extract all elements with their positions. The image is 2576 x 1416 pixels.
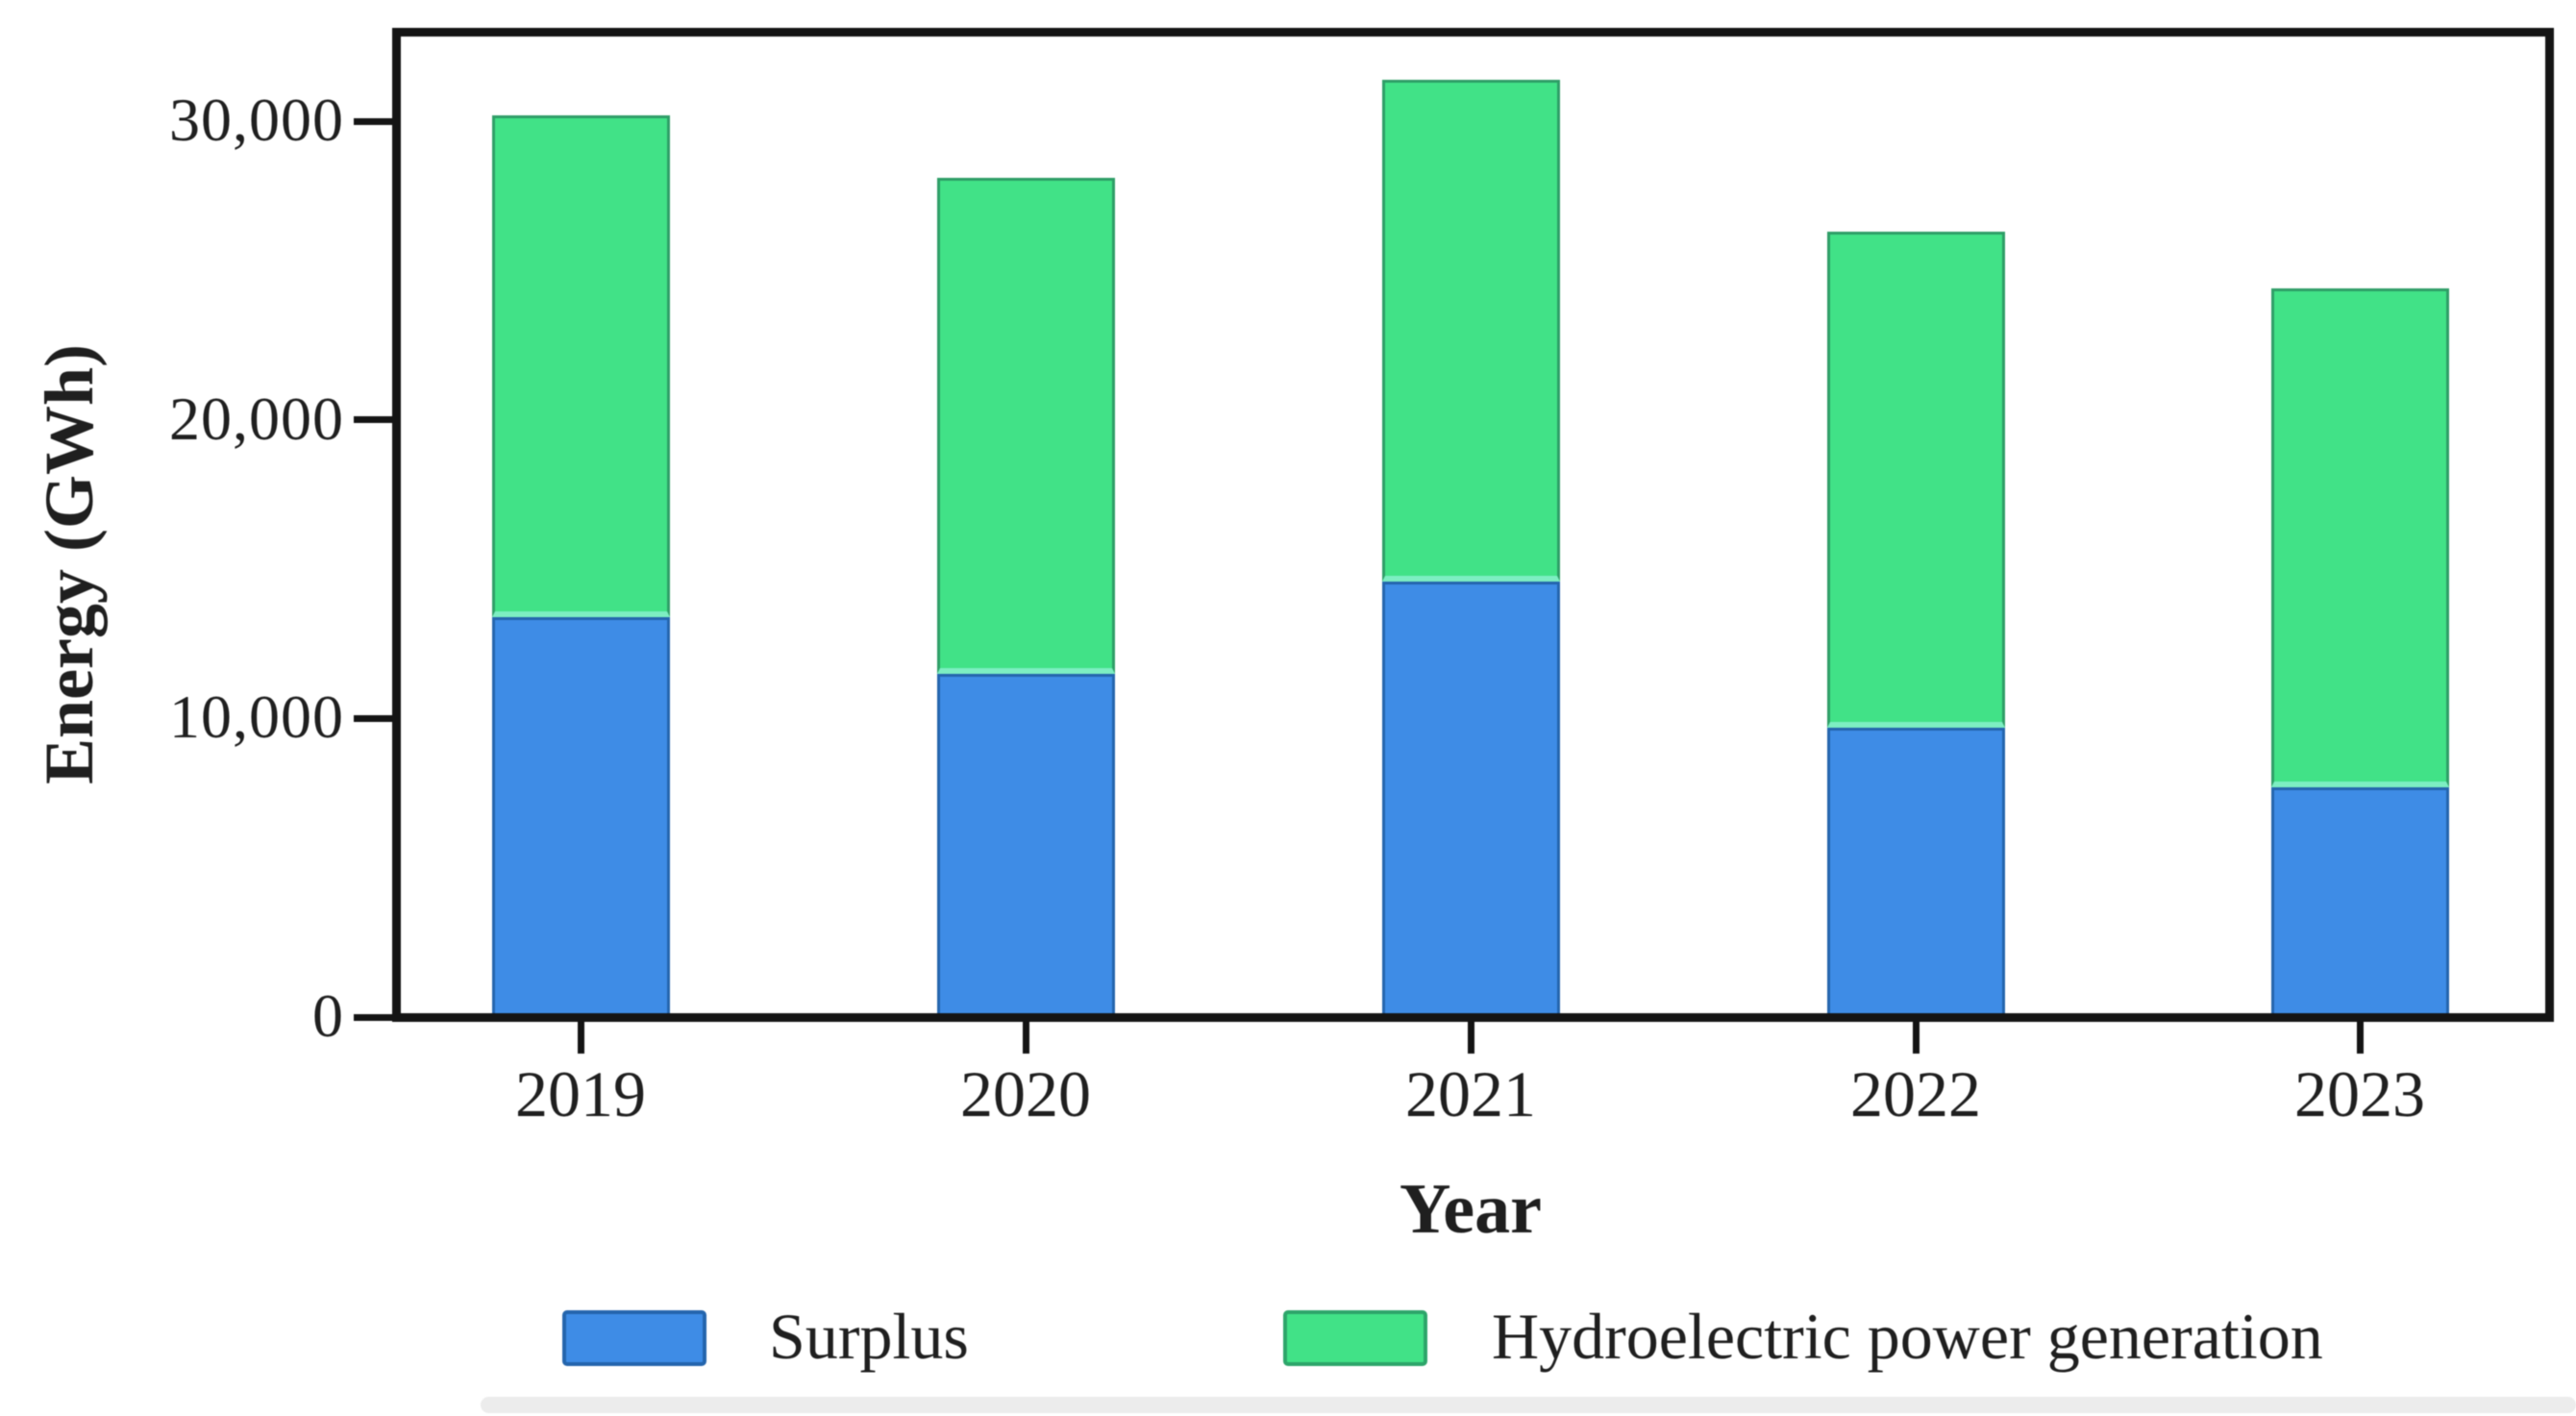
x-tick-label-2021: 2021 [1405, 1057, 1536, 1130]
bar-2019 [491, 114, 670, 1017]
x-tick-mark [2356, 1021, 2364, 1054]
x-tick-label-2019: 2019 [515, 1057, 646, 1130]
x-tick-mark [1022, 1021, 1029, 1054]
x-tick-mark [577, 1021, 584, 1054]
y-tick-mark [354, 117, 392, 125]
y-tick-mark [354, 1013, 392, 1021]
bar-segment-hydro-2021 [1381, 79, 1560, 582]
bottom-gray-strip [481, 1397, 2576, 1413]
bar-2023 [2270, 288, 2449, 1017]
bar-segment-surplus-2020 [936, 673, 1115, 1017]
x-tick-label-2020: 2020 [960, 1057, 1091, 1130]
bar-segment-surplus-2022 [1826, 727, 2005, 1017]
y-axis-title: Energy (GWh) [31, 344, 108, 784]
legend-swatch-hydro [1283, 1310, 1427, 1366]
y-tick-label: 10,000 [169, 683, 344, 752]
y-tick-mark [354, 416, 392, 424]
bar-segment-hydro-2023 [2270, 288, 2449, 787]
y-tick-label: 0 [312, 981, 344, 1050]
y-tick-label: 20,000 [169, 384, 344, 453]
x-tick-mark [1912, 1021, 1920, 1054]
legend-swatch-surplus [562, 1310, 706, 1366]
bar-segment-surplus-2019 [491, 616, 670, 1017]
bar-segment-hydro-2020 [936, 178, 1115, 674]
y-tick-mark [354, 714, 392, 722]
x-tick-label-2022: 2022 [1850, 1057, 1981, 1130]
x-axis-title: Year [1399, 1170, 1542, 1249]
plot-border [392, 28, 2554, 1022]
x-tick-label-2023: 2023 [2294, 1057, 2425, 1130]
y-tick-label: 30,000 [169, 86, 344, 155]
bar-segment-hydro-2022 [1826, 232, 2005, 728]
bar-2022 [1826, 232, 2005, 1017]
legend-label-hydro: Hydroelectric power generation [1492, 1300, 2323, 1373]
x-tick-mark [1467, 1021, 1474, 1054]
bar-segment-hydro-2019 [491, 114, 670, 617]
legend-label-surplus: Surplus [769, 1300, 969, 1373]
bar-2020 [936, 178, 1115, 1017]
